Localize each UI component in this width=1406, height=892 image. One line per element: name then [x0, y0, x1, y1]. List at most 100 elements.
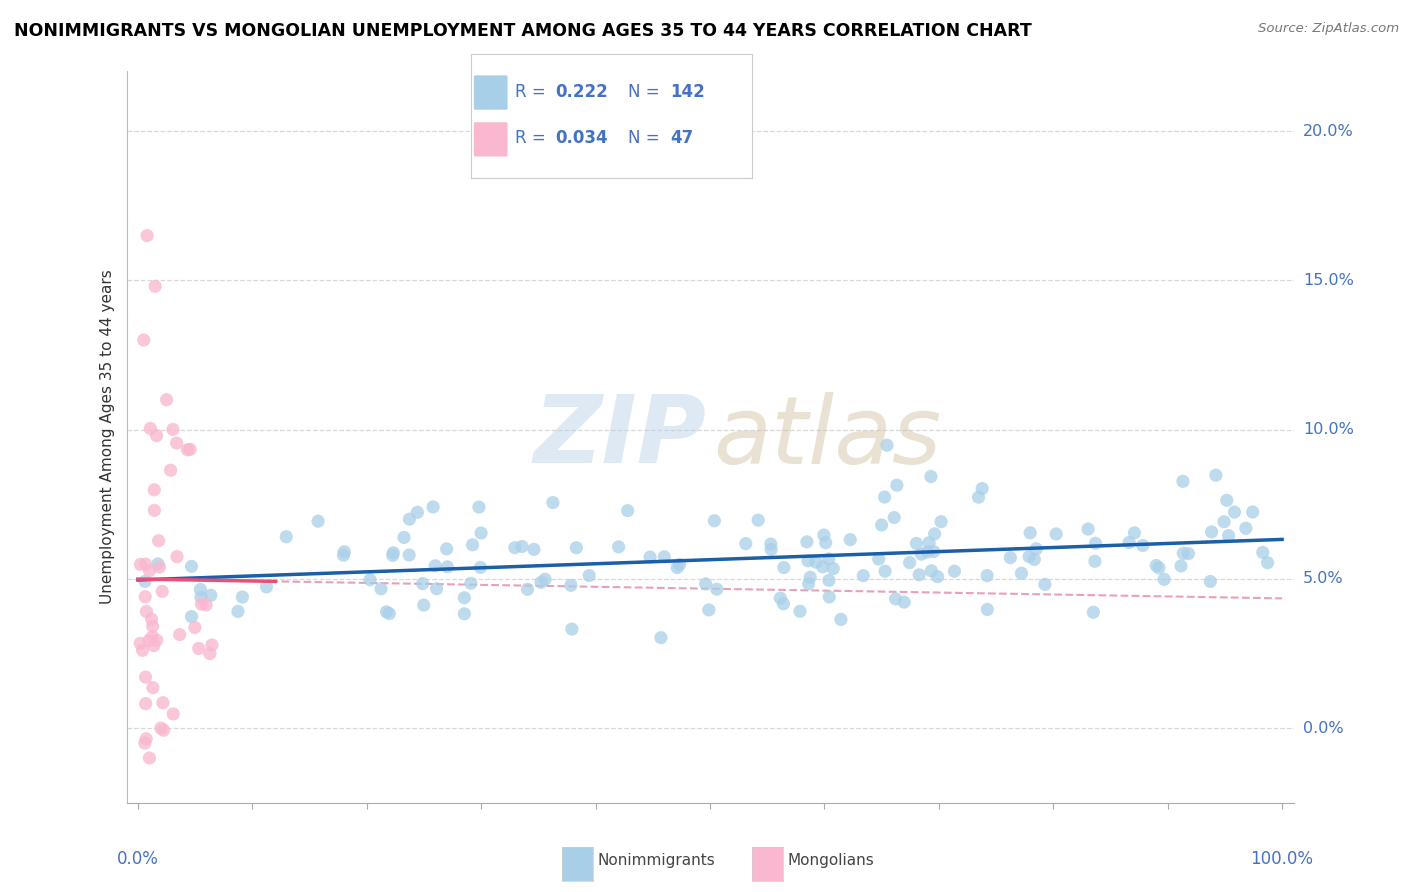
Point: [804, 555, 827, 569]
Point: [398, 512, 420, 526]
Point: [560, 578, 582, 592]
Point: [1241, 505, 1264, 519]
Point: [870, 518, 893, 533]
Point: [616, 503, 638, 517]
Point: [818, 590, 841, 604]
Point: [1000, 550, 1022, 565]
Point: [256, 580, 278, 594]
Point: [138, 633, 160, 648]
Point: [797, 554, 820, 568]
Point: [706, 582, 728, 597]
Point: [143, 483, 166, 497]
Text: atlas: atlas: [713, 392, 942, 483]
Point: [799, 570, 821, 584]
Point: [231, 590, 253, 604]
Point: [382, 546, 405, 560]
FancyBboxPatch shape: [474, 76, 508, 110]
Point: [759, 537, 782, 551]
Point: [152, 696, 174, 710]
Text: NONIMMIGRANTS VS MONGOLIAN UNEMPLOYMENT AMONG AGES 35 TO 44 YEARS CORRELATION CH: NONIMMIGRANTS VS MONGOLIAN UNEMPLOYMENT …: [14, 22, 1032, 40]
Text: 100.0%: 100.0%: [1250, 850, 1313, 868]
Point: [453, 591, 475, 605]
Point: [461, 538, 484, 552]
Point: [818, 574, 841, 588]
Point: [666, 560, 689, 574]
Point: [759, 542, 782, 557]
Point: [924, 527, 946, 541]
FancyBboxPatch shape: [474, 122, 508, 157]
Point: [814, 535, 837, 549]
Point: [135, 670, 157, 684]
Point: [453, 607, 475, 621]
Point: [920, 564, 942, 578]
Point: [1216, 493, 1239, 508]
Point: [375, 605, 398, 619]
Point: [1177, 547, 1199, 561]
Point: [703, 514, 725, 528]
Point: [1234, 521, 1257, 535]
Point: [136, 228, 159, 243]
Point: [226, 604, 249, 618]
Text: 0.0%: 0.0%: [1303, 721, 1344, 736]
Point: [1024, 552, 1046, 566]
Point: [917, 545, 939, 559]
Point: [1251, 545, 1274, 559]
Text: 15.0%: 15.0%: [1303, 273, 1354, 288]
Point: [1084, 536, 1107, 550]
Point: [868, 552, 890, 566]
Point: [141, 630, 163, 644]
Text: 0.034: 0.034: [555, 129, 607, 147]
Point: [129, 558, 152, 572]
Text: Source: ZipAtlas.com: Source: ZipAtlas.com: [1258, 22, 1399, 36]
Point: [769, 591, 792, 606]
Point: [910, 547, 932, 561]
Text: R =: R =: [515, 129, 546, 147]
Point: [789, 604, 811, 618]
Point: [908, 567, 931, 582]
Point: [134, 590, 156, 604]
Point: [797, 577, 820, 591]
Point: [370, 582, 392, 596]
Point: [166, 436, 188, 450]
Point: [772, 597, 794, 611]
Point: [135, 558, 157, 572]
Point: [884, 591, 907, 606]
Point: [503, 541, 526, 555]
Point: [148, 560, 170, 574]
Point: [695, 577, 717, 591]
Point: [1018, 549, 1040, 564]
Point: [561, 622, 583, 636]
Point: [1199, 574, 1222, 589]
Point: [922, 544, 945, 558]
Point: [152, 723, 174, 738]
Point: [943, 564, 966, 578]
Text: 142: 142: [671, 83, 706, 101]
Text: 10.0%: 10.0%: [1303, 422, 1354, 437]
Point: [412, 576, 434, 591]
Point: [813, 528, 835, 542]
Point: [839, 533, 862, 547]
Text: N =: N =: [628, 83, 659, 101]
Point: [523, 542, 546, 557]
Point: [143, 279, 166, 293]
Text: N =: N =: [628, 129, 659, 147]
Point: [929, 515, 952, 529]
Point: [1257, 556, 1279, 570]
Point: [876, 438, 898, 452]
Point: [905, 536, 928, 550]
Point: [381, 549, 404, 563]
Point: [162, 422, 184, 436]
Point: [138, 751, 160, 765]
Point: [972, 482, 994, 496]
Point: [176, 442, 198, 457]
Point: [180, 609, 202, 624]
Point: [460, 576, 482, 591]
Point: [1118, 535, 1140, 549]
Point: [135, 605, 157, 619]
Point: [1077, 522, 1099, 536]
Point: [470, 560, 492, 574]
Point: [893, 595, 915, 609]
Point: [180, 559, 202, 574]
Text: ZIP: ZIP: [534, 391, 707, 483]
Point: [359, 573, 381, 587]
